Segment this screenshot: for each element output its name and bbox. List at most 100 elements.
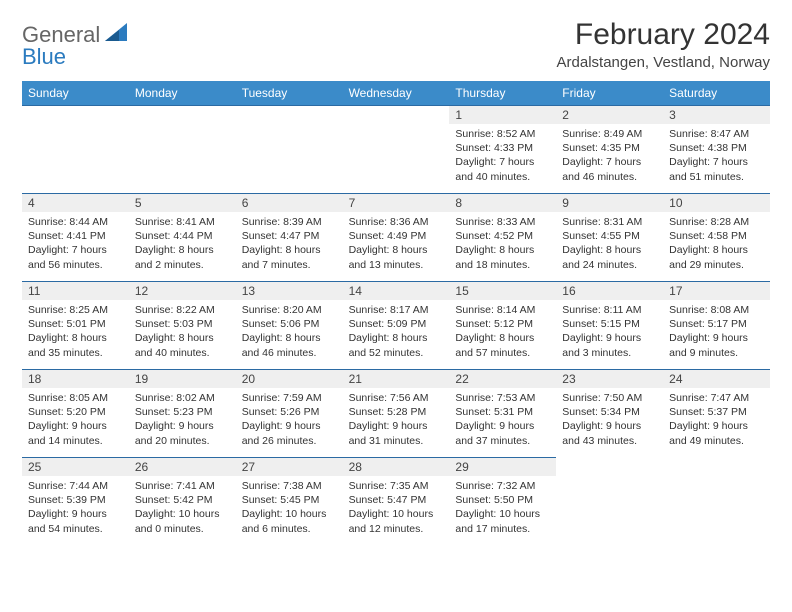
sunrise-line: Sunrise: 8:08 AM <box>669 303 764 317</box>
sunrise-line: Sunrise: 8:52 AM <box>455 127 550 141</box>
day-cell: 25Sunrise: 7:44 AMSunset: 5:39 PMDayligh… <box>22 457 129 545</box>
day-cell: 17Sunrise: 8:08 AMSunset: 5:17 PMDayligh… <box>663 281 770 369</box>
empty-cell <box>343 105 450 193</box>
daylight-line: Daylight: 8 hours and 7 minutes. <box>242 243 337 271</box>
sunrise-line: Sunrise: 8:02 AM <box>135 391 230 405</box>
day-details: Sunrise: 8:36 AMSunset: 4:49 PMDaylight:… <box>343 212 450 278</box>
daylight-line: Daylight: 10 hours and 6 minutes. <box>242 507 337 535</box>
sunset-line: Sunset: 5:03 PM <box>135 317 230 331</box>
day-details: Sunrise: 7:44 AMSunset: 5:39 PMDaylight:… <box>22 476 129 542</box>
daylight-line: Daylight: 9 hours and 20 minutes. <box>135 419 230 447</box>
day-details: Sunrise: 8:33 AMSunset: 4:52 PMDaylight:… <box>449 212 556 278</box>
sunrise-line: Sunrise: 7:47 AM <box>669 391 764 405</box>
sunrise-line: Sunrise: 8:36 AM <box>349 215 444 229</box>
daylight-line: Daylight: 9 hours and 26 minutes. <box>242 419 337 447</box>
day-number: 1 <box>449 106 556 124</box>
day-cell: 27Sunrise: 7:38 AMSunset: 5:45 PMDayligh… <box>236 457 343 545</box>
daylight-line: Daylight: 8 hours and 29 minutes. <box>669 243 764 271</box>
day-details: Sunrise: 7:47 AMSunset: 5:37 PMDaylight:… <box>663 388 770 454</box>
sunrise-line: Sunrise: 8:41 AM <box>135 215 230 229</box>
day-number: 22 <box>449 370 556 388</box>
day-cell: 13Sunrise: 8:20 AMSunset: 5:06 PMDayligh… <box>236 281 343 369</box>
sunset-line: Sunset: 5:12 PM <box>455 317 550 331</box>
day-number: 4 <box>22 194 129 212</box>
day-details: Sunrise: 8:20 AMSunset: 5:06 PMDaylight:… <box>236 300 343 366</box>
sunrise-line: Sunrise: 7:56 AM <box>349 391 444 405</box>
day-number: 2 <box>556 106 663 124</box>
daylight-line: Daylight: 7 hours and 46 minutes. <box>562 155 657 183</box>
day-number: 6 <box>236 194 343 212</box>
sunset-line: Sunset: 5:31 PM <box>455 405 550 419</box>
day-number: 13 <box>236 282 343 300</box>
day-cell: 11Sunrise: 8:25 AMSunset: 5:01 PMDayligh… <box>22 281 129 369</box>
day-details: Sunrise: 7:35 AMSunset: 5:47 PMDaylight:… <box>343 476 450 542</box>
day-cell: 10Sunrise: 8:28 AMSunset: 4:58 PMDayligh… <box>663 193 770 281</box>
sunrise-line: Sunrise: 7:35 AM <box>349 479 444 493</box>
sunset-line: Sunset: 4:49 PM <box>349 229 444 243</box>
sunset-line: Sunset: 4:38 PM <box>669 141 764 155</box>
daylight-line: Daylight: 9 hours and 37 minutes. <box>455 419 550 447</box>
sunset-line: Sunset: 5:17 PM <box>669 317 764 331</box>
header: General February 2024 Ardalstangen, Vest… <box>22 18 770 71</box>
daylight-line: Daylight: 8 hours and 35 minutes. <box>28 331 123 359</box>
day-number: 3 <box>663 106 770 124</box>
day-cell: 1Sunrise: 8:52 AMSunset: 4:33 PMDaylight… <box>449 105 556 193</box>
day-details: Sunrise: 8:17 AMSunset: 5:09 PMDaylight:… <box>343 300 450 366</box>
day-cell: 23Sunrise: 7:50 AMSunset: 5:34 PMDayligh… <box>556 369 663 457</box>
day-cell: 12Sunrise: 8:22 AMSunset: 5:03 PMDayligh… <box>129 281 236 369</box>
daylight-line: Daylight: 8 hours and 2 minutes. <box>135 243 230 271</box>
day-cell: 29Sunrise: 7:32 AMSunset: 5:50 PMDayligh… <box>449 457 556 545</box>
day-cell: 6Sunrise: 8:39 AMSunset: 4:47 PMDaylight… <box>236 193 343 281</box>
day-number: 25 <box>22 458 129 476</box>
weekday-header-row: SundayMondayTuesdayWednesdayThursdayFrid… <box>22 81 770 105</box>
sunset-line: Sunset: 5:20 PM <box>28 405 123 419</box>
sunrise-line: Sunrise: 8:49 AM <box>562 127 657 141</box>
sunset-line: Sunset: 5:34 PM <box>562 405 657 419</box>
day-number: 27 <box>236 458 343 476</box>
day-number: 11 <box>22 282 129 300</box>
sunset-line: Sunset: 5:28 PM <box>349 405 444 419</box>
weekday-header: Tuesday <box>236 81 343 105</box>
sunset-line: Sunset: 5:01 PM <box>28 317 123 331</box>
calendar: SundayMondayTuesdayWednesdayThursdayFrid… <box>22 81 770 545</box>
daylight-line: Daylight: 10 hours and 12 minutes. <box>349 507 444 535</box>
day-details: Sunrise: 7:50 AMSunset: 5:34 PMDaylight:… <box>556 388 663 454</box>
day-details: Sunrise: 8:02 AMSunset: 5:23 PMDaylight:… <box>129 388 236 454</box>
daylight-line: Daylight: 9 hours and 49 minutes. <box>669 419 764 447</box>
daylight-line: Daylight: 9 hours and 43 minutes. <box>562 419 657 447</box>
title-block: February 2024 Ardalstangen, Vestland, No… <box>557 18 770 71</box>
day-number: 24 <box>663 370 770 388</box>
day-cell: 15Sunrise: 8:14 AMSunset: 5:12 PMDayligh… <box>449 281 556 369</box>
empty-cell <box>22 105 129 193</box>
day-number: 29 <box>449 458 556 476</box>
sunset-line: Sunset: 5:26 PM <box>242 405 337 419</box>
day-details: Sunrise: 7:56 AMSunset: 5:28 PMDaylight:… <box>343 388 450 454</box>
day-cell: 2Sunrise: 8:49 AMSunset: 4:35 PMDaylight… <box>556 105 663 193</box>
day-details: Sunrise: 8:41 AMSunset: 4:44 PMDaylight:… <box>129 212 236 278</box>
daylight-line: Daylight: 9 hours and 3 minutes. <box>562 331 657 359</box>
empty-cell <box>236 105 343 193</box>
sunset-line: Sunset: 4:33 PM <box>455 141 550 155</box>
sunset-line: Sunset: 4:58 PM <box>669 229 764 243</box>
daylight-line: Daylight: 8 hours and 40 minutes. <box>135 331 230 359</box>
weekday-header: Monday <box>129 81 236 105</box>
daylight-line: Daylight: 8 hours and 46 minutes. <box>242 331 337 359</box>
day-details: Sunrise: 8:05 AMSunset: 5:20 PMDaylight:… <box>22 388 129 454</box>
logo-text-blue: Blue <box>22 44 66 70</box>
day-details: Sunrise: 7:41 AMSunset: 5:42 PMDaylight:… <box>129 476 236 542</box>
weekday-header: Friday <box>556 81 663 105</box>
day-number: 12 <box>129 282 236 300</box>
sunset-line: Sunset: 4:47 PM <box>242 229 337 243</box>
weekday-header: Sunday <box>22 81 129 105</box>
day-cell: 16Sunrise: 8:11 AMSunset: 5:15 PMDayligh… <box>556 281 663 369</box>
logo-triangle-icon <box>105 21 127 47</box>
day-number: 16 <box>556 282 663 300</box>
day-details: Sunrise: 8:44 AMSunset: 4:41 PMDaylight:… <box>22 212 129 278</box>
daylight-line: Daylight: 8 hours and 52 minutes. <box>349 331 444 359</box>
day-details: Sunrise: 8:28 AMSunset: 4:58 PMDaylight:… <box>663 212 770 278</box>
daylight-line: Daylight: 9 hours and 14 minutes. <box>28 419 123 447</box>
day-cell: 5Sunrise: 8:41 AMSunset: 4:44 PMDaylight… <box>129 193 236 281</box>
daylight-line: Daylight: 10 hours and 0 minutes. <box>135 507 230 535</box>
sunset-line: Sunset: 4:41 PM <box>28 229 123 243</box>
daylight-line: Daylight: 9 hours and 9 minutes. <box>669 331 764 359</box>
